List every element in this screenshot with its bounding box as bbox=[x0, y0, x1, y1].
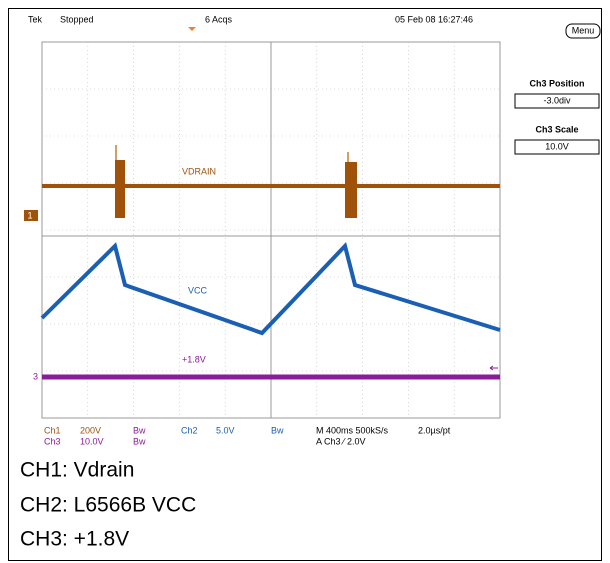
status-item: Bw bbox=[133, 436, 146, 446]
status-item: Bw bbox=[271, 425, 284, 435]
ch3-label: +1.8V bbox=[182, 354, 206, 364]
status-item: 10.0V bbox=[80, 436, 104, 446]
ch3-arrow bbox=[489, 365, 498, 371]
timestamp: 05 Feb 08 16:27:46 bbox=[395, 14, 473, 24]
position-label: Ch3 Position bbox=[529, 78, 584, 88]
ch1-label: VDRAIN bbox=[182, 166, 216, 176]
acqs: 6 Acqs bbox=[205, 14, 233, 24]
menu-label[interactable]: Menu bbox=[572, 25, 595, 35]
status-item: Ch1 bbox=[44, 425, 61, 435]
position-value: -3.0div bbox=[543, 95, 571, 105]
caption: CH1: Vdrain bbox=[20, 459, 134, 482]
ch1-burst bbox=[345, 162, 357, 218]
scale-label: Ch3 Scale bbox=[535, 124, 578, 134]
status-item: Ch3 bbox=[44, 436, 61, 446]
scale-box bbox=[514, 139, 600, 155]
menu-button[interactable] bbox=[565, 23, 601, 39]
ch3-marker: 3 bbox=[33, 371, 38, 381]
status-item: 5.0V bbox=[216, 425, 235, 435]
ch1-marker-label: 1 bbox=[27, 210, 32, 220]
caption: CH2: L6566B VCC bbox=[20, 494, 196, 517]
caption: CH3: +1.8V bbox=[20, 528, 129, 551]
ch1-marker bbox=[24, 210, 38, 221]
ch1-burst bbox=[115, 160, 125, 218]
status-item: Ch2 bbox=[181, 425, 198, 435]
status-item: 200V bbox=[80, 425, 101, 435]
trigger-pos bbox=[188, 27, 196, 31]
position-box bbox=[514, 93, 600, 109]
scale-value: 10.0V bbox=[545, 141, 569, 151]
status-item: M 400ms 500kS/s bbox=[316, 425, 389, 435]
brand: Tek bbox=[28, 14, 43, 24]
state: Stopped bbox=[60, 14, 94, 24]
status-item: Bw bbox=[133, 425, 146, 435]
status-item: 2.0µs/pt bbox=[418, 425, 451, 435]
ch2-label: VCC bbox=[188, 285, 208, 295]
ch2-trace bbox=[40, 242, 501, 336]
status-item: A Ch3 ⁄ 2.0V bbox=[316, 436, 366, 446]
status-bar: Ch1 200V Bw Ch2 5.0V Bw M 400ms 500kS/s 2.0µs/p… bbox=[44, 425, 451, 446]
